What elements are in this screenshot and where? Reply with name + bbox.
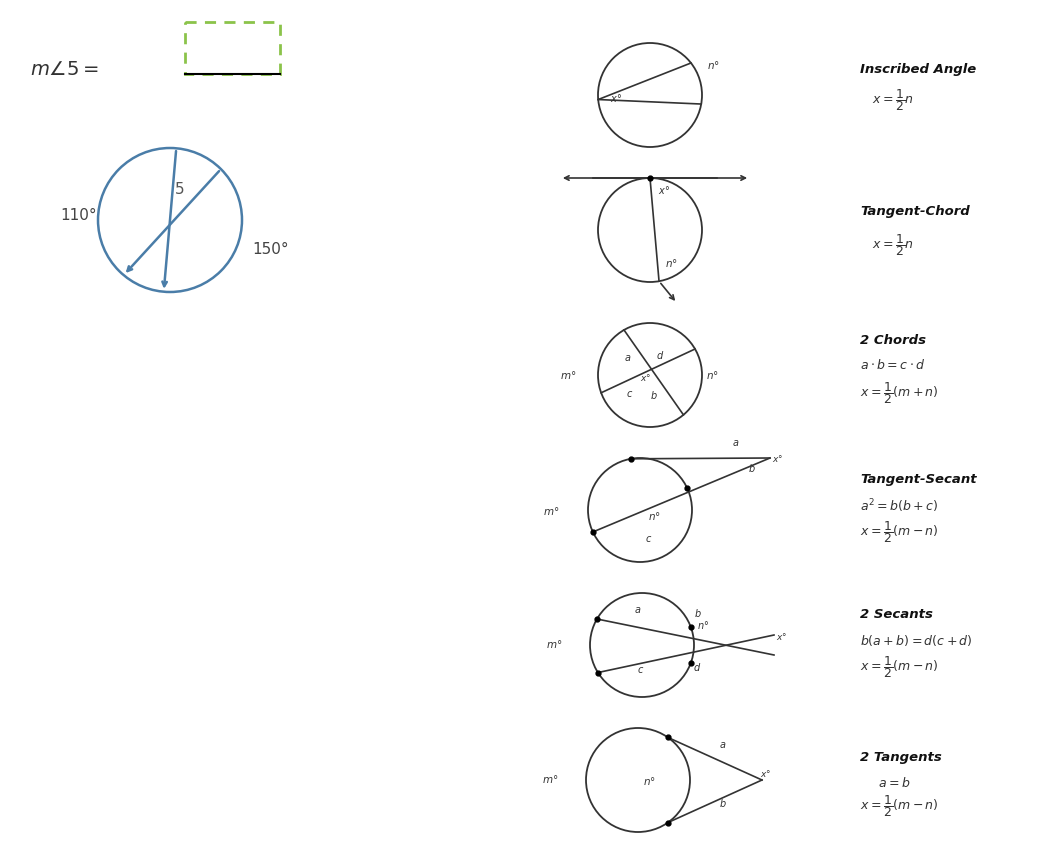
Text: $c$: $c$ <box>645 534 652 544</box>
Text: $b$: $b$ <box>694 607 701 619</box>
Text: $a \cdot b = c \cdot d$: $a \cdot b = c \cdot d$ <box>860 358 926 372</box>
Text: $n°$: $n°$ <box>706 369 719 381</box>
Text: $a$: $a$ <box>719 740 726 750</box>
Text: $c$: $c$ <box>637 665 644 675</box>
Text: $a^2 = b(b+c)$: $a^2 = b(b+c)$ <box>860 497 938 515</box>
Text: $n°$: $n°$ <box>643 775 656 787</box>
Text: $x°$: $x°$ <box>658 184 670 196</box>
Text: $a = b$: $a = b$ <box>878 776 910 790</box>
Text: $m\angle 5 =$: $m\angle 5 =$ <box>30 61 99 79</box>
Text: $m°$: $m°$ <box>542 773 558 785</box>
Text: $m°$: $m°$ <box>543 505 559 517</box>
Text: $x=\dfrac{1}{2}(m-n)$: $x=\dfrac{1}{2}(m-n)$ <box>860 654 938 680</box>
Text: $n°$: $n°$ <box>707 59 720 71</box>
Text: $x°$: $x°$ <box>776 631 787 642</box>
Text: $x°$: $x°$ <box>760 768 771 779</box>
Text: $a$: $a$ <box>624 353 631 363</box>
Text: $n°$: $n°$ <box>697 619 709 632</box>
Text: 2 Chords: 2 Chords <box>860 334 926 346</box>
Text: 110°: 110° <box>60 207 96 223</box>
Text: $m°$: $m°$ <box>545 638 562 650</box>
Text: $x=\dfrac{1}{2}n$: $x=\dfrac{1}{2}n$ <box>872 232 913 258</box>
Text: $x°$: $x°$ <box>610 92 622 104</box>
Text: $b$: $b$ <box>650 389 657 401</box>
Text: $n°$: $n°$ <box>665 257 678 270</box>
Text: 2 Tangents: 2 Tangents <box>860 752 942 765</box>
Text: $d$: $d$ <box>656 349 665 361</box>
Text: Tangent-Secant: Tangent-Secant <box>860 473 977 486</box>
Text: $a$: $a$ <box>732 438 739 448</box>
Text: $c$: $c$ <box>626 389 633 399</box>
Text: $n°$: $n°$ <box>648 510 660 522</box>
Text: $x°$: $x°$ <box>772 453 783 464</box>
Text: $x=\dfrac{1}{2}(m-n)$: $x=\dfrac{1}{2}(m-n)$ <box>860 519 938 545</box>
Text: $x=\dfrac{1}{2}n$: $x=\dfrac{1}{2}n$ <box>872 87 913 113</box>
Text: $b$: $b$ <box>748 462 756 474</box>
Text: $x°$: $x°$ <box>640 372 651 383</box>
Text: $d$: $d$ <box>693 661 701 673</box>
Text: 150°: 150° <box>252 243 288 257</box>
Text: $b(a+b) = d(c+d)$: $b(a+b) = d(c+d)$ <box>860 633 973 649</box>
Text: 5: 5 <box>175 182 185 198</box>
Text: $x=\dfrac{1}{2}(m+n)$: $x=\dfrac{1}{2}(m+n)$ <box>860 380 938 406</box>
Text: $x=\dfrac{1}{2}(m-n)$: $x=\dfrac{1}{2}(m-n)$ <box>860 793 938 819</box>
Text: $a$: $a$ <box>634 605 642 615</box>
Text: 2 Secants: 2 Secants <box>860 608 933 621</box>
Text: $b$: $b$ <box>719 797 726 809</box>
Text: Inscribed Angle: Inscribed Angle <box>860 63 976 77</box>
Text: Tangent-Chord: Tangent-Chord <box>860 206 970 219</box>
Text: $m°$: $m°$ <box>560 369 577 381</box>
